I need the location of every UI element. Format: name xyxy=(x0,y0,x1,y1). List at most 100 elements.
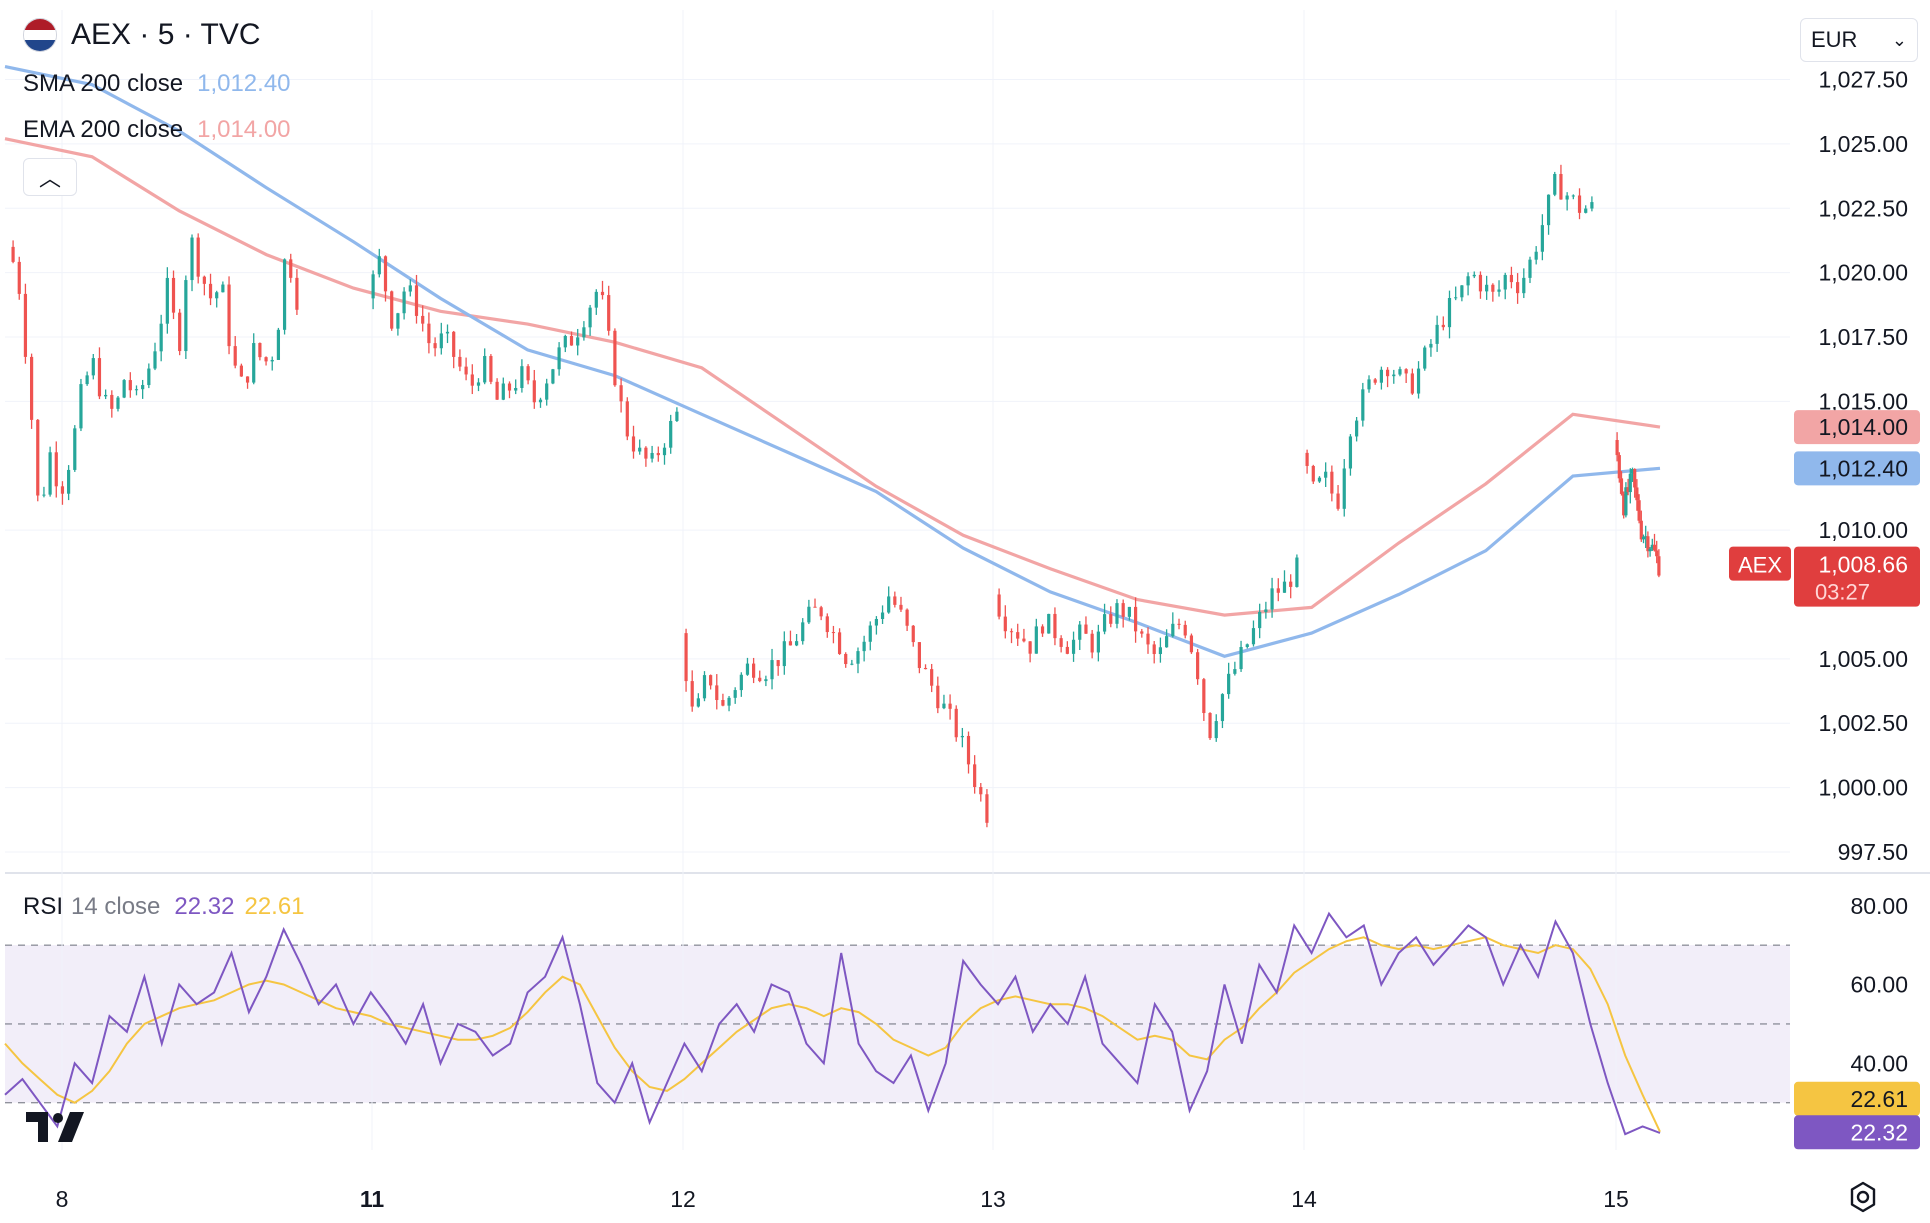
candle-body xyxy=(807,606,811,623)
candle-body xyxy=(97,358,102,397)
price-tick-label: 1,005.00 xyxy=(1818,646,1908,672)
rsi-legend-params: 14 close xyxy=(71,893,161,920)
currency-select[interactable]: EUR ⌄ xyxy=(1800,18,1918,62)
candle-body xyxy=(1208,713,1212,739)
candle-body xyxy=(1127,606,1131,617)
candle-body xyxy=(390,291,394,329)
candle-body xyxy=(893,596,897,605)
candle-body xyxy=(1485,284,1489,292)
candle-body xyxy=(1016,632,1020,639)
candle-body xyxy=(85,375,89,385)
candle-body xyxy=(905,609,909,626)
rsi-ma-tag: 22.61 xyxy=(1850,1086,1908,1112)
symbol-tag: AEX xyxy=(1738,553,1782,578)
currency-label: EUR xyxy=(1811,27,1858,52)
candle-body xyxy=(252,343,256,383)
candle-body xyxy=(1239,646,1243,670)
time-tick-label: 12 xyxy=(670,1186,696,1212)
candle-body xyxy=(73,428,77,470)
sma-price-tag-bg xyxy=(1794,451,1920,486)
candle-body xyxy=(17,261,21,294)
candle-body xyxy=(67,469,71,494)
candle-body xyxy=(801,622,805,642)
netherlands-flag-icon xyxy=(23,18,57,52)
candle-body xyxy=(948,703,952,709)
candle-body xyxy=(727,697,731,706)
rsi-legend[interactable]: RSI 14 close 22.32 22.61 xyxy=(23,893,305,921)
candle-body xyxy=(656,452,660,456)
candle-body xyxy=(1367,379,1371,390)
candle-body xyxy=(1214,721,1218,739)
rsi-tick-label: 40.00 xyxy=(1850,1050,1908,1076)
candle-body xyxy=(1140,631,1144,634)
candle-body xyxy=(702,675,707,699)
settings-gear-icon[interactable] xyxy=(1846,1180,1880,1214)
candle-body xyxy=(1626,487,1630,493)
candle-body xyxy=(1121,603,1125,617)
candle-body xyxy=(1336,493,1340,509)
candle-body xyxy=(1646,536,1650,552)
price-axis[interactable]: 1,027.50 1,025.00 1,022.50 1,020.00 1,017.50… xyxy=(1818,67,1908,865)
candle-body xyxy=(1559,173,1563,200)
candle-body xyxy=(476,382,481,386)
rsi-value-tag: 22.32 xyxy=(1850,1119,1908,1145)
candle-body xyxy=(874,618,879,626)
candle-body xyxy=(819,607,823,617)
sma-200-line xyxy=(4,65,1661,658)
candle-body xyxy=(452,331,456,357)
collapse-legend-button[interactable]: ︿ xyxy=(23,158,77,196)
candle-body xyxy=(613,330,617,386)
tradingview-logo xyxy=(26,1112,84,1142)
candle-body xyxy=(54,452,58,487)
price-tick-label: 1,015.00 xyxy=(1818,388,1908,414)
candle-body xyxy=(421,315,425,324)
candle-body xyxy=(856,651,860,664)
candle-body xyxy=(221,284,225,293)
candle-body xyxy=(1115,603,1119,624)
candle-body xyxy=(825,616,829,633)
candle-body xyxy=(862,641,866,652)
candle-body xyxy=(887,596,891,613)
candle-body xyxy=(239,365,243,377)
rsi-ma-legend-value: 22.61 xyxy=(244,893,305,920)
candle-body xyxy=(966,735,971,765)
candle-body xyxy=(607,295,611,331)
last-price-tag: 1,008.66 xyxy=(1818,552,1908,578)
ema-legend[interactable]: EMA 200 close 1,014.00 xyxy=(23,116,291,144)
candle-body xyxy=(1165,636,1169,648)
candle-body xyxy=(483,356,487,383)
candle-body xyxy=(1628,473,1632,493)
candle-body xyxy=(684,633,688,682)
candle-body xyxy=(1028,641,1032,654)
rsi-axis[interactable]: 80.00 60.00 40.00 xyxy=(1850,893,1908,1077)
rsi-legend-name: RSI xyxy=(23,893,64,920)
candle-body xyxy=(147,368,151,386)
time-axis[interactable]: 8 11 12 13 14 15 xyxy=(56,1186,1629,1212)
candle-body xyxy=(1657,556,1661,576)
time-tick-label: 14 xyxy=(1291,1186,1317,1212)
candle-body xyxy=(1466,276,1470,286)
candle-body xyxy=(1324,471,1328,478)
candle-body xyxy=(282,259,287,330)
candle-body xyxy=(1059,638,1063,647)
candle-body xyxy=(923,667,928,670)
candle-body xyxy=(1429,343,1433,348)
candle-body xyxy=(1478,274,1483,292)
candle-body xyxy=(1617,455,1621,479)
candle-body xyxy=(745,663,750,675)
candle-body xyxy=(1650,544,1654,549)
sma-legend[interactable]: SMA 200 close 1,012.40 xyxy=(23,70,291,98)
price-tick-label: 1,027.50 xyxy=(1818,67,1908,93)
candle-body xyxy=(1330,471,1334,494)
candle-body xyxy=(1276,588,1280,593)
symbol-title[interactable]: AEX · 5 · TVC xyxy=(71,18,261,51)
candle-body xyxy=(153,351,157,369)
candle-body xyxy=(1423,347,1427,369)
candle-body xyxy=(110,394,114,409)
last-price-tag-bg xyxy=(1794,546,1920,607)
symbol-legend[interactable]: AEX · 5 · TVC xyxy=(23,18,261,52)
candle-body xyxy=(184,280,188,352)
candle-body xyxy=(1637,500,1641,521)
candle-body xyxy=(1065,646,1069,654)
